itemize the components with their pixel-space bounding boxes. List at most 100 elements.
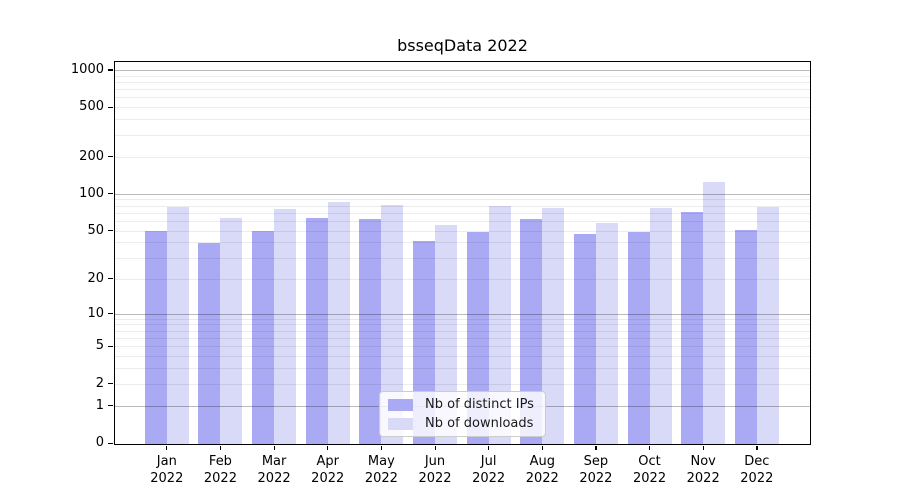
gridline-minor-7 xyxy=(115,330,810,332)
x-tick-year: 2022 xyxy=(257,471,291,486)
x-tick-mark-jun xyxy=(434,445,436,450)
x-tick-month: Jul xyxy=(480,454,497,469)
y-tick-label-2: 2 xyxy=(95,375,104,391)
y-tick-label-1000: 1000 xyxy=(70,61,104,77)
x-tick-mark-jan xyxy=(166,445,168,450)
bar-distinct-ips-aug xyxy=(520,218,543,444)
x-tick-mark-feb xyxy=(219,445,222,450)
x-tick-mark-nov xyxy=(702,445,704,450)
x-tick-label-oct: Oct 2022 xyxy=(618,453,682,487)
legend-label-downloads: Nb of downloads xyxy=(425,416,534,431)
bar-downloads-nov xyxy=(703,182,726,444)
x-tick-mark-sep xyxy=(595,445,597,450)
x-tick-label-may: May 2022 xyxy=(349,453,413,487)
x-tick-month: Jun xyxy=(424,454,446,469)
bar-distinct-ips-dec xyxy=(734,229,757,444)
x-tick-mark-oct xyxy=(649,445,651,450)
x-tick-mark-mar xyxy=(273,445,275,450)
x-tick-month: Mar xyxy=(261,454,287,469)
legend-swatch-distinct-ips xyxy=(388,398,413,411)
x-tick-year: 2022 xyxy=(203,471,237,486)
legend-item-downloads: Nb of downloads xyxy=(388,416,537,431)
x-tick-year: 2022 xyxy=(418,471,452,486)
y-tick-mark-200 xyxy=(108,156,113,158)
x-tick-mark-dec xyxy=(756,445,758,450)
y-tick-mark-0 xyxy=(108,442,113,444)
gridline-minor-300 xyxy=(115,134,810,136)
bar-downloads-jul xyxy=(488,206,511,444)
gridline-minor-80 xyxy=(115,205,810,207)
gridline-minor-900 xyxy=(115,75,810,77)
bar-downloads-apr xyxy=(327,201,350,444)
bar-downloads-oct xyxy=(649,208,672,444)
legend-swatch-downloads xyxy=(388,417,413,430)
bar-distinct-ips-nov xyxy=(681,212,704,444)
x-tick-month: Dec xyxy=(744,454,770,469)
bar-distinct-ips-may xyxy=(359,219,382,444)
y-tick-label-100: 100 xyxy=(79,185,104,201)
x-tick-label-sep: Sep 2022 xyxy=(564,453,628,487)
y-tick-label-200: 200 xyxy=(79,148,104,164)
bar-distinct-ips-feb xyxy=(198,243,221,444)
y-tick-label-500: 500 xyxy=(79,99,104,115)
gridline-minor-8 xyxy=(115,324,810,326)
y-tick-mark-1000 xyxy=(108,69,113,71)
x-tick-month: Oct xyxy=(638,454,661,469)
plot-area: 0 1 2 5 10 20 50 100 200 500 1000 Jan 2022 Feb 2022 Mar… xyxy=(71,61,811,486)
y-tick-label-50: 50 xyxy=(87,222,104,238)
x-tick-label-feb: Feb 2022 xyxy=(188,453,252,487)
y-tick-mark-20 xyxy=(108,278,113,280)
x-tick-month: Apr xyxy=(316,454,339,469)
y-tick-label-20: 20 xyxy=(87,270,104,286)
gridline-minor-9 xyxy=(115,318,810,320)
x-tick-label-dec: Dec 2022 xyxy=(725,453,789,487)
x-tick-month: Feb xyxy=(208,454,232,469)
gridline-major-10 xyxy=(115,313,810,315)
y-tick-mark-500 xyxy=(108,106,113,108)
gridline-minor-500 xyxy=(115,107,810,109)
x-tick-mark-may xyxy=(380,445,383,450)
gridline-minor-2 xyxy=(115,383,810,385)
x-tick-label-aug: Aug 2022 xyxy=(510,453,574,487)
gridline-minor-30 xyxy=(115,257,810,259)
gridline-minor-3 xyxy=(115,368,810,370)
x-tick-year: 2022 xyxy=(311,471,345,486)
x-tick-year: 2022 xyxy=(150,471,184,486)
gridline-minor-60 xyxy=(115,221,810,223)
x-tick-month: Aug xyxy=(529,454,555,469)
gridline-major-1000 xyxy=(115,69,810,71)
gridline-minor-6 xyxy=(115,337,810,339)
gridline-minor-90 xyxy=(115,199,810,201)
bar-downloads-sep xyxy=(595,222,618,444)
legend-item-distinct-ips: Nb of distinct IPs xyxy=(388,397,537,412)
y-tick-label-10: 10 xyxy=(87,305,104,321)
gridline-minor-4 xyxy=(115,356,810,358)
x-tick-label-jun: Jun 2022 xyxy=(403,453,467,487)
x-tick-month: Jan xyxy=(156,454,177,469)
bar-distinct-ips-sep xyxy=(573,233,596,444)
y-tick-label-0: 0 xyxy=(95,435,104,450)
bar-distinct-ips-jan xyxy=(144,230,167,444)
bar-downloads-feb xyxy=(220,217,243,444)
x-tick-year: 2022 xyxy=(740,471,774,486)
gridline-minor-70 xyxy=(115,212,810,214)
x-tick-label-mar: Mar 2022 xyxy=(242,453,306,487)
x-tick-year: 2022 xyxy=(579,471,613,486)
y-tick-label-5: 5 xyxy=(95,338,104,354)
gridline-minor-20 xyxy=(115,278,810,280)
x-tick-year: 2022 xyxy=(364,471,398,486)
gridline-major-100 xyxy=(115,193,810,195)
legend: Nb of distinct IPs Nb of downloads xyxy=(379,391,546,437)
gridline-minor-50 xyxy=(115,230,810,232)
x-tick-year: 2022 xyxy=(633,471,667,486)
x-tick-year: 2022 xyxy=(472,471,506,486)
x-tick-month: May xyxy=(367,454,395,469)
y-tick-mark-2 xyxy=(108,383,113,385)
gridline-minor-800 xyxy=(115,81,810,83)
gridline-minor-400 xyxy=(115,119,810,121)
y-tick-mark-50 xyxy=(108,230,113,232)
gridline-minor-700 xyxy=(115,89,810,91)
bar-distinct-ips-jul xyxy=(466,231,489,444)
y-tick-mark-100 xyxy=(108,193,113,195)
